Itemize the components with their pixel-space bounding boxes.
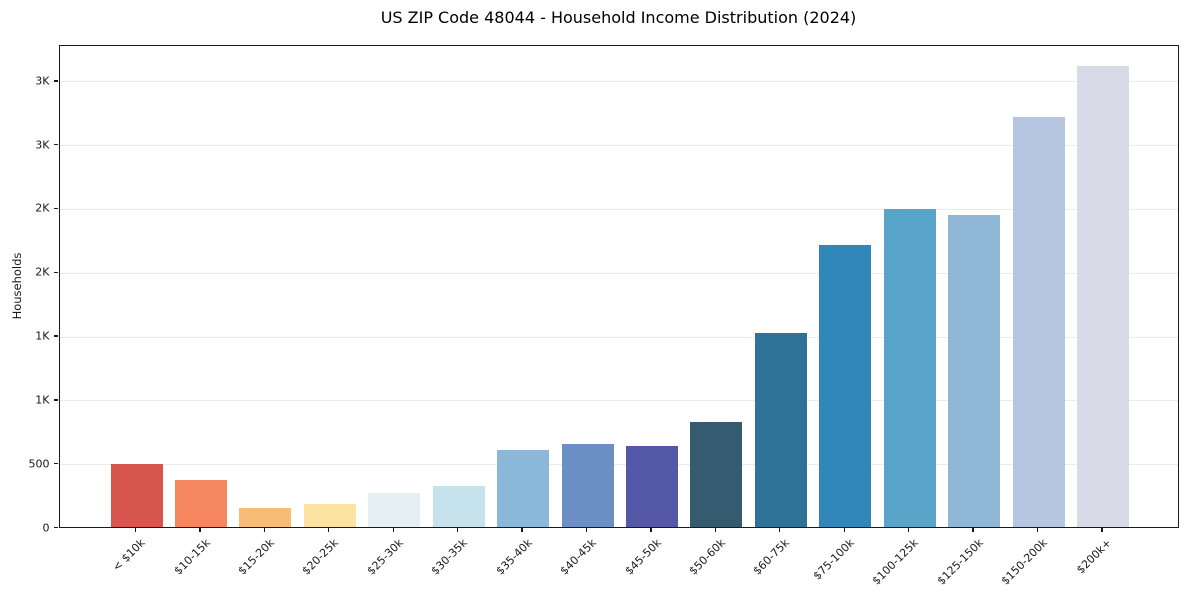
y-tick-label: 0 <box>42 521 50 534</box>
bar-20-25k <box>303 503 356 527</box>
x-tick-label: $100-125k <box>870 535 922 587</box>
x-tick-label: $125-150k <box>934 535 986 587</box>
y-axis-label: Households <box>10 252 24 320</box>
x-tick-label: $20-25k <box>300 535 342 578</box>
x-tick-mark <box>457 527 459 532</box>
x-tick-label: < $10k <box>110 535 148 574</box>
y-tick-label: 2K <box>35 201 50 215</box>
bar-30-35k <box>432 486 485 527</box>
y-tick-label: 3K <box>35 138 50 152</box>
x-tick-mark <box>779 527 781 532</box>
gridline <box>59 272 1178 274</box>
x-tick-mark <box>199 527 201 532</box>
bar-10-15k <box>174 479 227 527</box>
bar-10k <box>110 463 163 527</box>
bar-75-100k <box>819 245 872 527</box>
x-tick-label: $150-200k <box>998 535 1051 587</box>
x-tick-label: $200k+ <box>1074 535 1115 576</box>
bar-40-45k <box>561 443 614 527</box>
gridline <box>59 208 1178 210</box>
y-tick-label: 1K <box>35 329 50 343</box>
x-tick-mark <box>392 527 394 532</box>
x-tick-mark <box>1036 527 1039 532</box>
bar-100-125k <box>883 208 936 527</box>
x-tick-mark <box>521 527 523 532</box>
bar-200k <box>1076 66 1129 527</box>
x-tick-mark <box>843 527 845 532</box>
y-tick-label: 500 <box>28 457 50 471</box>
bar-25-30k <box>368 492 421 527</box>
x-tick-label: $30-35k <box>428 535 471 578</box>
y-tick-mark <box>54 399 58 401</box>
bar-60-75k <box>754 332 807 527</box>
x-tick-label: $40-45k <box>557 535 600 578</box>
x-tick-mark <box>263 527 265 532</box>
y-tick-label: 2K <box>35 265 50 279</box>
x-tick-label: $45-50k <box>622 535 664 578</box>
x-tick-label: $60-75k <box>751 535 793 578</box>
x-tick-label: $15-20k <box>235 535 277 578</box>
y-tick-mark <box>54 463 58 465</box>
y-tick-label: 3K <box>35 74 50 88</box>
gridline <box>59 81 1178 83</box>
y-tick-label: 1K <box>35 393 50 407</box>
x-tick-mark <box>908 527 910 532</box>
bar-50-60k <box>690 421 743 527</box>
x-tick-mark <box>328 527 330 532</box>
x-tick-mark <box>134 527 137 532</box>
gridline <box>59 400 1178 402</box>
y-tick-mark <box>54 80 58 82</box>
bar-45-50k <box>625 446 678 527</box>
chart-title: US ZIP Code 48044 - Household Income Dis… <box>380 8 857 27</box>
x-tick-mark <box>972 527 974 532</box>
x-tick-mark <box>1101 527 1103 532</box>
y-tick-mark <box>54 271 58 273</box>
gridline <box>59 464 1178 466</box>
y-tick-mark <box>54 335 58 337</box>
plot-area <box>58 45 1179 528</box>
bar-35-40k <box>497 449 550 527</box>
gridline <box>59 145 1178 147</box>
y-tick-mark <box>54 144 58 146</box>
x-tick-label: $10-15k <box>171 535 213 578</box>
x-tick-label: $25-30k <box>364 535 406 578</box>
y-tick-mark <box>54 207 58 210</box>
x-tick-label: $75-100k <box>810 535 857 582</box>
x-tick-label: $50-60k <box>686 535 728 578</box>
x-tick-mark <box>585 527 588 532</box>
bar-150-200k <box>1012 116 1065 527</box>
bar-15-20k <box>239 508 292 527</box>
bar-125-150k <box>948 214 1001 527</box>
x-tick-mark <box>650 527 652 532</box>
gridline <box>59 336 1178 338</box>
x-tick-label: $35-40k <box>493 535 535 578</box>
x-tick-mark <box>714 527 717 532</box>
y-tick-mark <box>54 526 58 529</box>
